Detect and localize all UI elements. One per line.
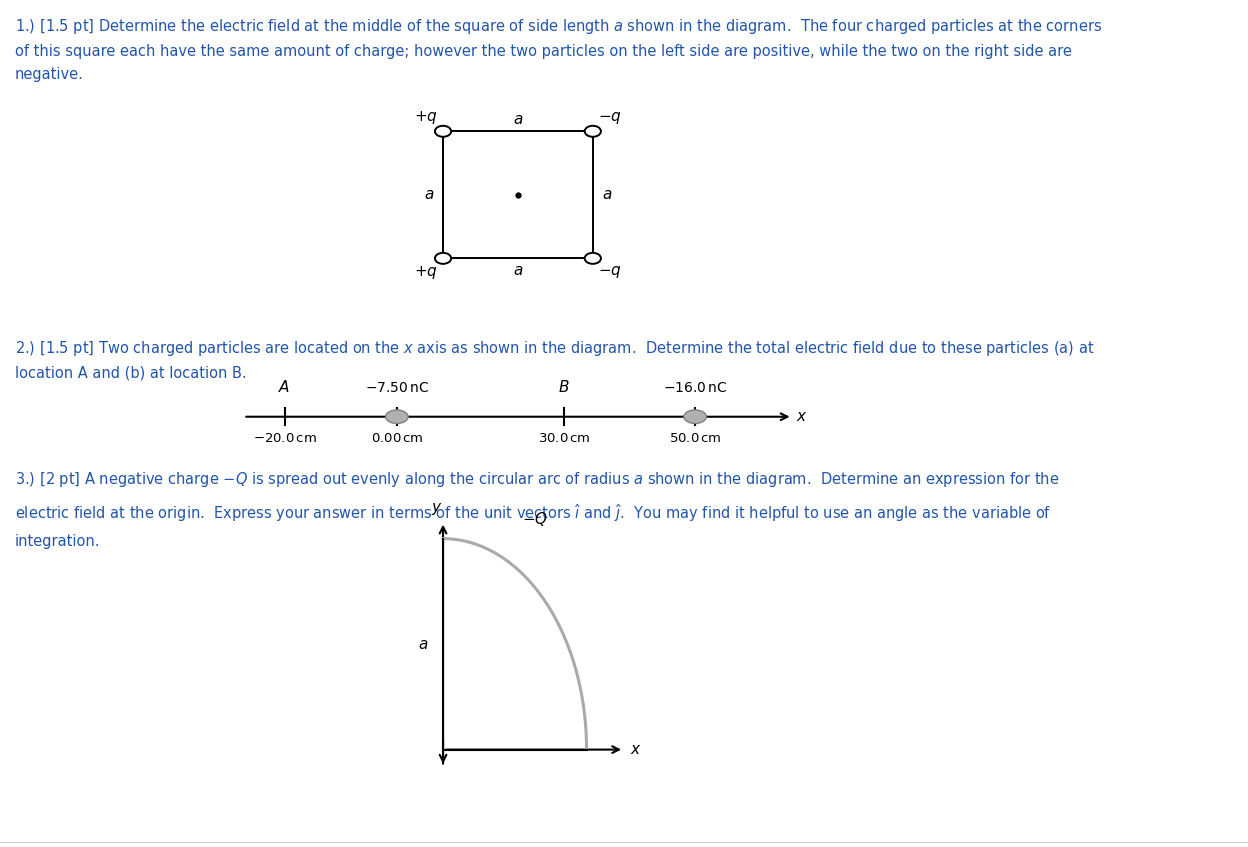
Text: $a$: $a$ [513,112,523,127]
Ellipse shape [386,410,408,424]
Text: $50.0\,\mathrm{cm}$: $50.0\,\mathrm{cm}$ [669,432,721,445]
Ellipse shape [684,410,706,424]
Text: $B$: $B$ [558,379,570,395]
Text: $-7.50\,\mathrm{nC}$: $-7.50\,\mathrm{nC}$ [364,380,429,395]
Text: $-q$: $-q$ [598,263,622,280]
Text: 1.) [1.5 pt] Determine the electric field at the middle of the square of side le: 1.) [1.5 pt] Determine the electric fiel… [15,17,1102,81]
Circle shape [434,252,452,263]
Circle shape [584,252,600,263]
Text: $x$: $x$ [796,409,807,424]
Text: $y$: $y$ [431,501,443,518]
Text: $x$: $x$ [630,742,641,757]
Text: $a$: $a$ [513,263,523,278]
Text: electric field at the origin.  Express your answer in terms of the unit vectors : electric field at the origin. Express yo… [15,502,1051,524]
Text: $+q$: $+q$ [414,263,438,281]
Text: $a$: $a$ [602,187,612,202]
Text: $30.0\,\mathrm{cm}$: $30.0\,\mathrm{cm}$ [538,432,590,445]
Text: $A$: $A$ [278,379,291,395]
Text: $a$: $a$ [424,187,434,202]
Circle shape [584,126,600,136]
Text: $-16.0\,\mathrm{nC}$: $-16.0\,\mathrm{nC}$ [663,380,728,395]
Text: $-Q$: $-Q$ [522,511,548,529]
Text: integration.: integration. [15,534,101,550]
Circle shape [434,126,452,136]
Text: $0.00\,\mathrm{cm}$: $0.00\,\mathrm{cm}$ [371,432,423,445]
Text: $+q$: $+q$ [414,108,438,126]
Text: $a$: $a$ [418,637,428,651]
Text: 3.) [2 pt] A negative charge $-Q$ is spread out evenly along the circular arc of: 3.) [2 pt] A negative charge $-Q$ is spr… [15,470,1060,489]
Text: $-q$: $-q$ [598,110,622,126]
Text: 2.) [1.5 pt] Two charged particles are located on the $x$ axis as shown in the d: 2.) [1.5 pt] Two charged particles are l… [15,339,1094,380]
Text: $-20.0\,\mathrm{cm}$: $-20.0\,\mathrm{cm}$ [252,432,317,445]
